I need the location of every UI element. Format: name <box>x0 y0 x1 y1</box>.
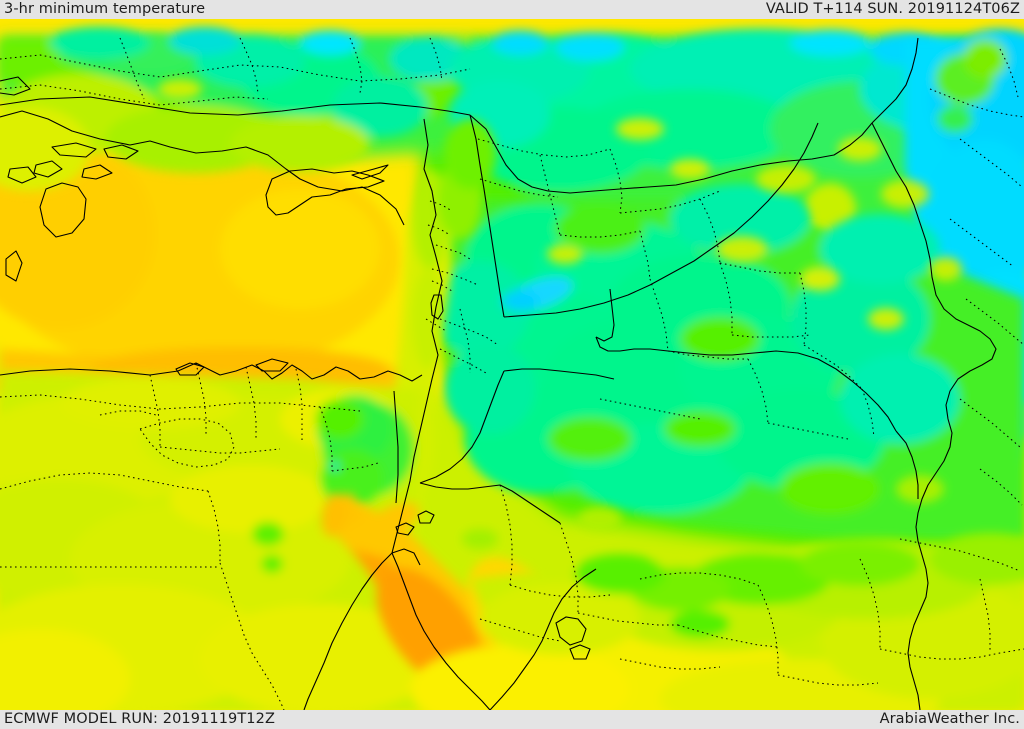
temperature-contour-canvas <box>0 19 1024 710</box>
page-title: 3-hr minimum temperature <box>4 1 206 17</box>
country-borders <box>0 37 997 710</box>
arabia-field <box>410 533 1024 710</box>
provider-label: ArabiaWeather Inc. <box>879 711 1020 727</box>
model-run-label: ECMWF MODEL RUN: 20191119T12Z <box>4 711 275 727</box>
map-header-bar: 3-hr minimum temperature VALID T+114 SUN… <box>0 0 1024 19</box>
admin-borders <box>0 37 1024 710</box>
valid-time-label: VALID T+114 SUN. 20191124T06Z <box>765 1 1020 17</box>
field-texture <box>158 79 962 549</box>
anatolia-field <box>0 27 470 191</box>
temperature-map[interactable] <box>0 19 1024 710</box>
red-sea-coastline <box>489 568 597 710</box>
map-footer-bar: ECMWF MODEL RUN: 20191119T12Z ArabiaWeat… <box>0 710 1024 729</box>
levant-interior-field <box>430 184 1024 539</box>
egypt-field <box>0 371 440 710</box>
